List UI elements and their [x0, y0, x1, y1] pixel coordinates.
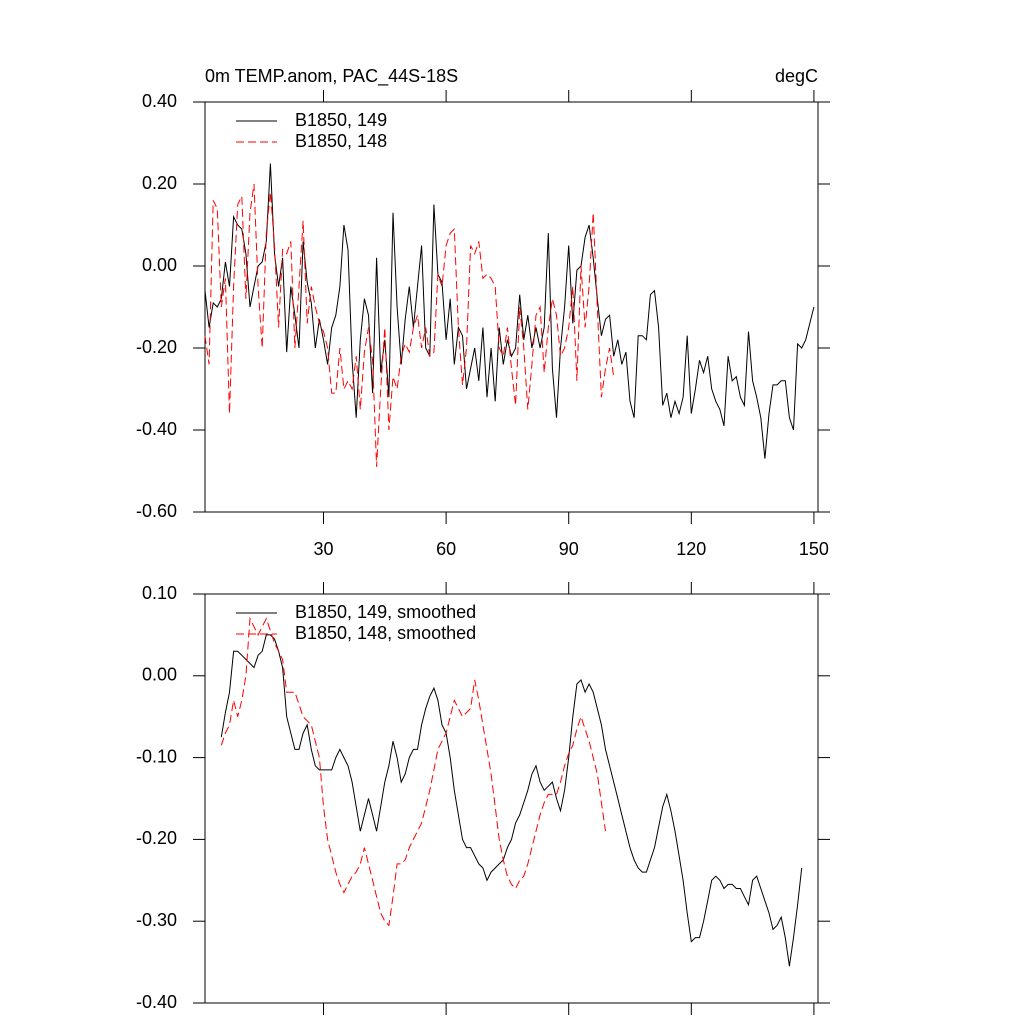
x-tick-label: 90 [559, 539, 579, 559]
y-tick-label: 0.20 [142, 173, 177, 193]
x-tick-label: 60 [436, 539, 456, 559]
legend-label: B1850, 148 [295, 131, 387, 151]
x-tick-label: 150 [799, 539, 829, 559]
y-tick-label: 0.00 [142, 255, 177, 275]
legend-label: B1850, 148, smoothed [295, 623, 476, 643]
y-tick-label: 0.40 [142, 91, 177, 111]
series-line [220, 616, 606, 927]
y-tick-label: -0.40 [136, 992, 177, 1012]
y-tick-label: -0.40 [136, 419, 177, 439]
plot-frame [204, 593, 819, 1004]
legend-label: B1850, 149 [295, 110, 387, 130]
y-tick-label: -0.10 [136, 746, 177, 766]
x-tick-label: 30 [313, 539, 333, 559]
y-tick-label: 0.00 [142, 665, 177, 685]
plot-frame [204, 101, 819, 513]
y-tick-label: 0.10 [142, 583, 177, 603]
y-tick-label: -0.20 [136, 828, 177, 848]
series-line [220, 634, 803, 967]
x-tick-label: 120 [676, 539, 706, 559]
series-line [204, 163, 815, 459]
series-line [204, 183, 615, 467]
chart-title: 0m TEMP.anom, PAC_44S-18S [205, 66, 458, 87]
legend-label: B1850, 149, smoothed [295, 602, 476, 622]
y-tick-label: -0.30 [136, 910, 177, 930]
y-tick-label: -0.20 [136, 337, 177, 357]
y-tick-label: -0.60 [136, 501, 177, 521]
units-label: degC [775, 66, 818, 86]
